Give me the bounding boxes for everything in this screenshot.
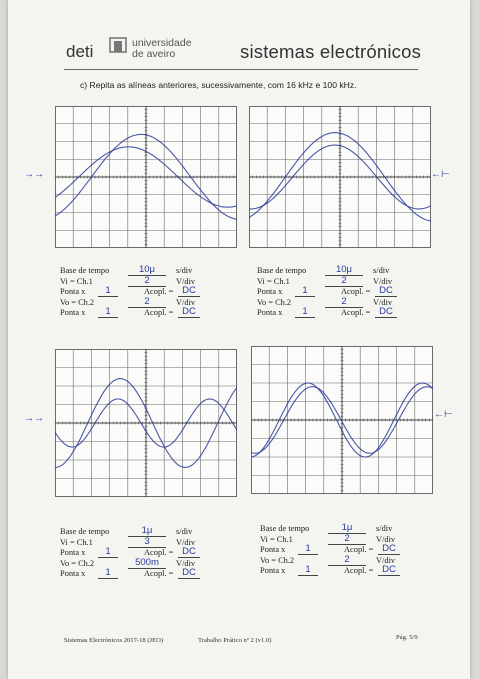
ground-marker-3: →→ [24,413,44,424]
handwritten-vo-probe: 1 [295,306,315,318]
label-vo: Vo = Ch.2 [60,297,95,307]
course-title: sistemas electrónicos [240,41,422,62]
trace-vi [249,132,431,222]
label-base: Base de tempo [60,527,110,536]
handwritten-vo-coupling: DC [378,564,400,576]
label-vdiv: V/div [376,555,396,565]
instruction-text: c) Repita as alíneas anteriores, sucessi… [80,80,357,90]
oscilloscope-screen-4 [251,346,433,494]
label-acopl: Acopl. = [144,287,174,296]
handwritten-vo-probe: 1 [98,306,118,318]
label-vdiv: V/div [176,537,196,547]
label-base: Base de tempo [260,524,310,533]
label-sdiv: s/div [176,527,193,536]
oscilloscope-screen-3 [55,349,237,497]
handwritten-vi-vdiv: 2 [128,275,166,287]
label-vdiv: V/div [176,276,196,286]
label-acopl: Acopl. = [344,545,374,554]
handwritten-timebase: 1μ [128,525,166,537]
trace-vi [251,382,433,458]
header-divider [64,69,418,70]
handwritten-vo-vdiv: 2 [128,296,166,308]
handwritten-vi-probe: 1 [298,543,318,555]
handwritten-vi-coupling: DC [375,285,397,297]
handwritten-vo-coupling: DC [375,306,397,318]
label-vdiv: V/div [376,534,396,544]
label-vdiv: V/div [373,276,393,286]
footer-course: Sistemas Electrónicos 2017-18 (JEO) [64,637,164,644]
handwritten-vi-probe: 1 [98,285,118,297]
trace-vo [55,146,237,208]
label-vi: Vi = Ch.1 [60,276,93,286]
handwritten-vo-coupling: DC [178,306,200,318]
trace-vi [55,133,237,220]
label-ponta: Ponta x [60,308,86,317]
handwritten-vi-vdiv: 3 [128,536,166,548]
label-acopl: Acopl. = [144,548,174,557]
handwritten-vi-coupling: DC [378,543,400,555]
label-base: Base de tempo [60,266,110,275]
handwritten-vo-coupling: DC [178,567,200,579]
handwritten-timebase: 10μ [325,264,363,276]
handwritten-timebase: 10μ [128,264,166,276]
label-sdiv: s/div [376,524,393,533]
label-acopl: Acopl. = [341,308,371,317]
ground-marker-4: ←⊢ [434,409,453,420]
label-vdiv: V/div [176,297,196,307]
label-vo: Vo = Ch.2 [257,297,292,307]
label-ponta: Ponta x [257,287,283,296]
label-base: Base de tempo [257,266,307,275]
oscilloscope-screen-1 [55,106,237,248]
trace-vo [251,386,433,454]
handwritten-vi-probe: 1 [295,285,315,297]
label-vi: Vi = Ch.1 [260,534,293,544]
label-vi: Vi = Ch.1 [257,276,290,286]
footer-assignment: Trabalho Prático nº 2 (v1.0) [198,637,272,644]
handwritten-vo-vdiv: 500m [128,557,166,569]
ground-marker-1: →→ [24,169,44,180]
label-sdiv: s/div [373,266,390,275]
label-vi: Vi = Ch.1 [60,537,93,547]
oscilloscope-screen-2 [249,106,431,248]
handwritten-vo-probe: 1 [298,564,318,576]
dept-logo-text: deti [66,42,94,61]
label-vo: Vo = Ch.2 [260,555,295,565]
handwritten-vo-vdiv: 2 [328,554,366,566]
handwritten-timebase: 1μ [328,522,366,534]
ground-marker-2: ←⊢ [431,169,450,180]
label-ponta: Ponta x [260,545,286,554]
footer-page-number: Pág. 5/9 [396,634,418,641]
worksheet-page: deti universidade de aveiro sistemas ele… [8,0,470,679]
label-ponta: Ponta x [60,569,86,578]
label-acopl: Acopl. = [341,287,371,296]
university-logo-icon [109,37,127,53]
label-ponta: Ponta x [260,566,286,575]
label-acopl: Acopl. = [344,566,374,575]
handwritten-vi-probe: 1 [98,546,118,558]
handwritten-vi-coupling: DC [178,285,200,297]
label-sdiv: s/div [176,266,193,275]
label-acopl: Acopl. = [144,308,174,317]
label-vdiv: V/div [176,558,196,568]
label-ponta: Ponta x [60,548,86,557]
label-acopl: Acopl. = [144,569,174,578]
trace-vo [249,144,431,210]
label-ponta: Ponta x [60,287,86,296]
university-name: universidade de aveiro [132,37,192,60]
handwritten-vi-vdiv: 2 [325,275,363,287]
label-vdiv: V/div [373,297,393,307]
handwritten-vo-vdiv: 2 [325,296,363,308]
trace-vo [55,398,237,448]
handwritten-vi-vdiv: 2 [328,533,366,545]
handwritten-vi-coupling: DC [178,546,200,558]
trace-vi [55,378,237,468]
label-ponta: Ponta x [257,308,283,317]
label-vo: Vo = Ch.2 [60,558,95,568]
handwritten-vo-probe: 1 [98,567,118,579]
